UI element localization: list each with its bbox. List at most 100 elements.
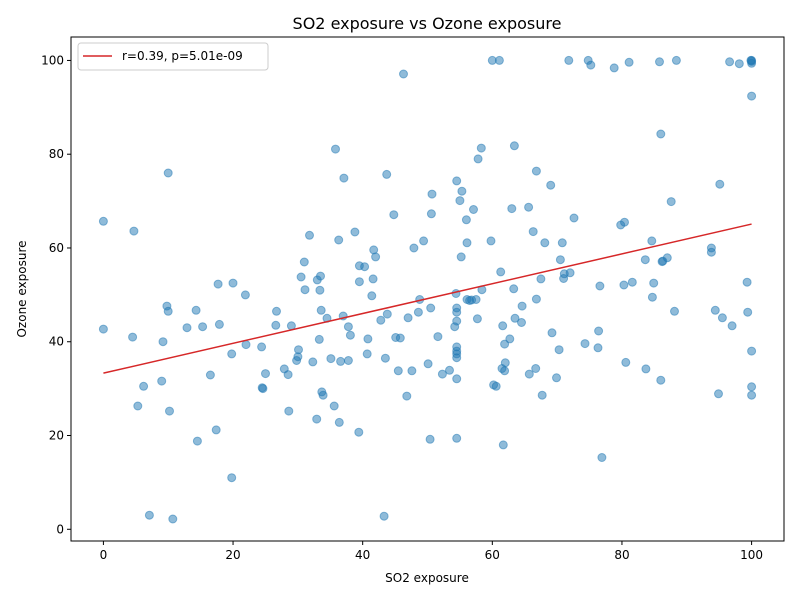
data-point-141 xyxy=(509,284,519,294)
data-point-135 xyxy=(498,440,508,450)
y-tick-label-40: 40 xyxy=(49,335,64,349)
x-tick-label-60: 60 xyxy=(485,548,500,562)
data-point-180 xyxy=(640,255,650,265)
data-point-32 xyxy=(272,306,281,316)
data-point-23 xyxy=(227,349,237,359)
data-point-197 xyxy=(714,389,723,399)
data-point-163 xyxy=(564,55,574,65)
x-tick-label-0: 0 xyxy=(100,548,108,562)
y-tick-label-60: 60 xyxy=(49,241,64,255)
y-tick-label-80: 80 xyxy=(49,147,64,161)
data-point-170 xyxy=(594,326,604,336)
data-point-140 xyxy=(507,204,517,214)
data-point-52 xyxy=(318,390,328,400)
data-point-182 xyxy=(647,236,657,246)
data-point-152 xyxy=(536,274,546,284)
data-point-208 xyxy=(747,55,757,65)
data-point-66 xyxy=(354,427,364,437)
data-point-185 xyxy=(655,57,664,67)
data-point-153 xyxy=(537,390,547,400)
data-point-169 xyxy=(593,343,603,353)
data-point-155 xyxy=(546,180,556,190)
data-point-79 xyxy=(382,169,392,179)
data-point-83 xyxy=(393,366,403,376)
data-point-73 xyxy=(368,274,378,284)
data-point-40 xyxy=(296,272,306,282)
data-point-89 xyxy=(409,243,419,253)
data-point-109 xyxy=(452,342,462,352)
data-point-56 xyxy=(331,144,340,154)
data-point-65 xyxy=(350,227,360,237)
data-point-160 xyxy=(557,238,567,248)
data-point-8 xyxy=(158,337,168,347)
data-point-80 xyxy=(382,309,392,319)
y-tick-label-20: 20 xyxy=(49,429,64,443)
data-point-93 xyxy=(423,359,433,369)
data-point-1 xyxy=(98,324,108,334)
data-point-5 xyxy=(139,381,149,391)
data-point-43 xyxy=(305,230,314,240)
data-point-12 xyxy=(165,406,174,416)
data-point-199 xyxy=(717,313,727,323)
data-point-171 xyxy=(595,281,605,291)
y-tick-label-0: 0 xyxy=(56,522,64,536)
data-point-96 xyxy=(426,209,436,219)
data-point-115 xyxy=(457,186,467,196)
data-point-0 xyxy=(98,216,108,226)
data-point-81 xyxy=(389,210,399,220)
data-point-142 xyxy=(509,141,519,151)
data-point-173 xyxy=(609,63,619,73)
data-point-95 xyxy=(426,303,436,313)
x-tick-label-80: 80 xyxy=(614,548,629,562)
data-point-136 xyxy=(500,366,510,376)
data-point-94 xyxy=(425,434,435,444)
data-point-21 xyxy=(214,319,224,329)
data-point-50 xyxy=(316,305,326,315)
data-point-14 xyxy=(182,323,192,333)
data-point-77 xyxy=(379,511,389,521)
data-point-130 xyxy=(491,381,501,391)
data-point-63 xyxy=(343,322,353,332)
data-point-187 xyxy=(656,375,666,385)
data-point-98 xyxy=(433,332,443,342)
data-point-86 xyxy=(402,391,412,401)
data-point-121 xyxy=(469,205,478,214)
data-point-181 xyxy=(641,364,651,374)
data-point-90 xyxy=(413,307,423,317)
data-point-4 xyxy=(133,401,143,411)
data-point-202 xyxy=(734,59,744,69)
data-point-84 xyxy=(395,333,405,343)
data-point-71 xyxy=(363,334,373,344)
data-point-200 xyxy=(725,57,735,67)
data-point-104 xyxy=(452,176,462,186)
data-point-154 xyxy=(540,238,550,248)
data-point-195 xyxy=(706,247,716,257)
data-point-59 xyxy=(336,356,346,366)
legend: r=0.39, p=5.01e-09 xyxy=(77,42,269,71)
data-point-127 xyxy=(486,236,496,246)
legend-box xyxy=(77,42,269,71)
data-point-201 xyxy=(727,321,737,331)
data-point-165 xyxy=(569,213,579,223)
data-point-72 xyxy=(367,291,377,301)
data-point-39 xyxy=(294,345,303,355)
y-tick-label-100: 100 xyxy=(41,53,64,67)
fit-layer xyxy=(103,223,752,374)
data-point-24 xyxy=(228,278,238,288)
data-point-204 xyxy=(743,307,753,317)
data-point-176 xyxy=(620,217,629,227)
data-point-3 xyxy=(129,226,139,236)
data-point-118 xyxy=(462,238,472,248)
data-point-100 xyxy=(445,365,454,375)
data-point-47 xyxy=(314,334,324,344)
data-point-19 xyxy=(211,425,221,435)
data-point-44 xyxy=(308,357,318,367)
ticks-layer: 0 20 40 60 80 100 0 20 40 60 80 100 xyxy=(41,53,763,562)
data-point-184 xyxy=(649,278,659,288)
data-point-30 xyxy=(261,369,270,379)
data-point-144 xyxy=(517,318,526,327)
y-axis-label: Ozone exposure xyxy=(15,240,29,337)
data-point-145 xyxy=(517,301,527,311)
data-point-112 xyxy=(452,303,462,313)
data-point-134 xyxy=(498,321,508,331)
